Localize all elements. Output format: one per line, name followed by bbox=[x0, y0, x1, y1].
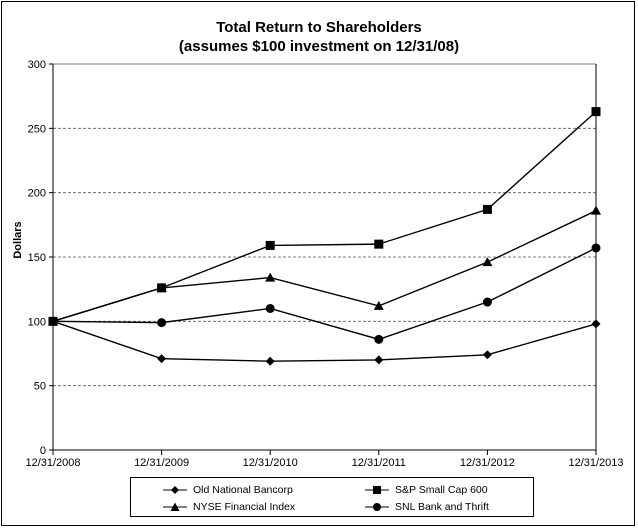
data-point bbox=[374, 355, 384, 365]
legend-label: S&P Small Cap 600 bbox=[395, 484, 488, 496]
series-line bbox=[52, 111, 597, 323]
legend-label: SNL Bank and Thrift bbox=[395, 501, 489, 513]
series-square bbox=[48, 107, 601, 326]
legend-square-marker-icon bbox=[365, 486, 389, 494]
legend-diamond-marker-icon bbox=[163, 486, 187, 494]
gridlines bbox=[53, 63, 596, 387]
series-line bbox=[52, 210, 597, 323]
data-point bbox=[265, 272, 276, 282]
chart-title-block: Total Return to Shareholders (assumes $1… bbox=[0, 18, 638, 56]
data-point bbox=[373, 300, 384, 310]
data-point bbox=[591, 205, 601, 215]
x-tick-label: 12/31/2008 bbox=[25, 457, 80, 469]
legend-triangle-marker-icon bbox=[163, 502, 187, 511]
legend-item-sp-small-cap: S&P Small Cap 600 bbox=[365, 483, 488, 497]
legend-item-old-national: Old National Bancorp bbox=[163, 483, 293, 497]
data-point bbox=[265, 303, 275, 313]
data-point bbox=[157, 318, 167, 328]
data-point bbox=[591, 107, 601, 117]
x-tick-label: 12/31/2013 bbox=[568, 457, 623, 469]
y-tick-label: 300 bbox=[28, 59, 46, 71]
data-point bbox=[591, 243, 601, 253]
data-point bbox=[265, 240, 275, 250]
series-diamond bbox=[48, 316, 601, 366]
x-tick-label: 12/31/2010 bbox=[243, 457, 298, 469]
y-tick-label: 0 bbox=[40, 445, 46, 457]
legend-circle-marker-icon bbox=[365, 503, 389, 511]
y-tick-label: 250 bbox=[28, 123, 46, 135]
y-tick-label: 100 bbox=[28, 316, 46, 328]
legend-label: Old National Bancorp bbox=[193, 484, 293, 496]
x-tick-label: 12/31/2012 bbox=[460, 457, 515, 469]
y-tick-label: 200 bbox=[28, 188, 46, 200]
data-point bbox=[374, 334, 384, 344]
data-point bbox=[482, 257, 493, 267]
data-point bbox=[157, 354, 167, 364]
data-point bbox=[482, 297, 492, 307]
series-line bbox=[52, 320, 597, 362]
data-point bbox=[156, 282, 167, 292]
series-circle bbox=[48, 243, 601, 344]
data-point bbox=[482, 350, 492, 360]
y-tick-label: 150 bbox=[28, 252, 46, 264]
series-triangle bbox=[48, 205, 601, 326]
x-tick-label: 12/31/2009 bbox=[134, 457, 189, 469]
data-point bbox=[374, 239, 384, 249]
y-tick-labels: 0 50 100 150 200 250 300 bbox=[28, 59, 53, 457]
x-tick-labels: 12/31/2008 12/31/2009 12/31/2010 12/31/2011… bbox=[25, 450, 624, 469]
series-lines bbox=[48, 107, 601, 366]
legend-item-nyse-financial: NYSE Financial Index bbox=[163, 500, 295, 514]
y-tick-label: 50 bbox=[34, 381, 46, 393]
series-line bbox=[52, 247, 597, 341]
data-point bbox=[265, 356, 275, 366]
legend-label: NYSE Financial Index bbox=[193, 501, 296, 513]
chart-subtitle: (assumes $100 investment on 12/31/08) bbox=[178, 38, 460, 55]
data-point bbox=[482, 204, 492, 214]
legend-item-snl-bank: SNL Bank and Thrift bbox=[365, 500, 489, 514]
y-axis-label: Dollars bbox=[12, 221, 24, 258]
data-point bbox=[48, 316, 58, 326]
chart-title: Total Return to Shareholders bbox=[216, 19, 422, 36]
data-point bbox=[591, 319, 601, 329]
x-tick-label: 12/31/2011 bbox=[352, 457, 406, 469]
legend: Old National Bancorp S&P Small Cap 600 N… bbox=[130, 477, 534, 517]
